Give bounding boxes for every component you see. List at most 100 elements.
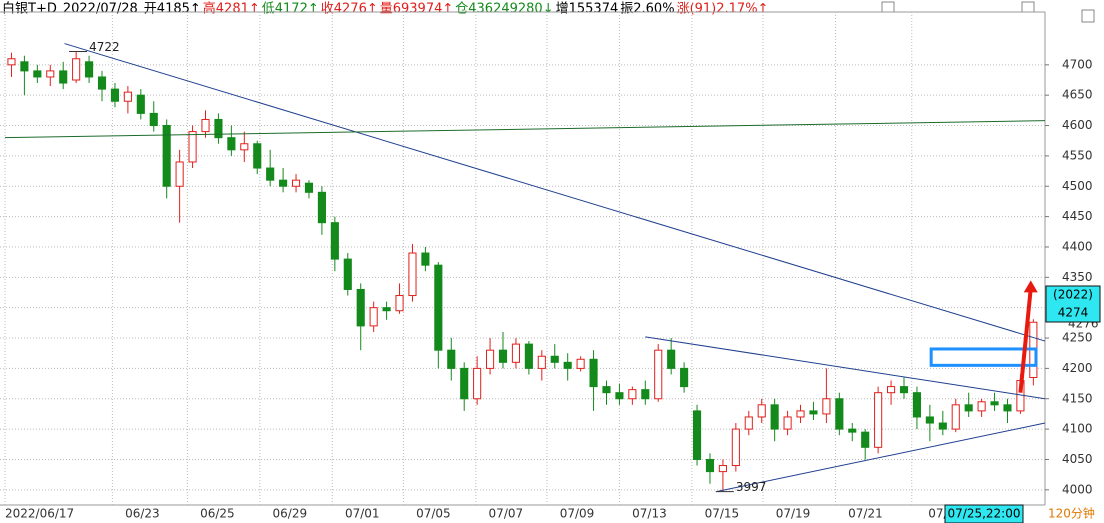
y-tick-label: 4500 bbox=[1062, 179, 1093, 193]
candle-body bbox=[473, 367, 482, 400]
axes: 4000405041004150420042504300435044004450… bbox=[5, 57, 1101, 523]
candle-body bbox=[20, 61, 29, 72]
candle-body bbox=[188, 131, 197, 163]
candle-body bbox=[227, 137, 236, 151]
candle-body bbox=[667, 349, 676, 369]
candle-body bbox=[123, 91, 132, 102]
candle-body bbox=[291, 179, 301, 187]
candle-body bbox=[266, 167, 275, 181]
candle-body bbox=[964, 404, 973, 412]
x-tick-label: 07/19 bbox=[776, 507, 811, 521]
y-tick-label: 4100 bbox=[1062, 422, 1093, 436]
header-item: 开4185↑ bbox=[144, 2, 201, 17]
header-item: 涨(91)2.17%↑ bbox=[677, 2, 769, 17]
candle-body bbox=[692, 410, 702, 460]
y-tick-label: 4050 bbox=[1062, 452, 1093, 466]
candle-body bbox=[537, 355, 546, 369]
candle-body bbox=[46, 70, 55, 78]
header-item: 收4276↑ bbox=[321, 2, 378, 17]
candle-body bbox=[718, 465, 727, 473]
candle-body bbox=[938, 422, 947, 430]
candle-body bbox=[447, 349, 456, 369]
candle-body bbox=[162, 125, 171, 187]
plot: 4722 3997 bbox=[4, 40, 1046, 494]
candle-body bbox=[460, 367, 469, 400]
price-box-line: (2022) bbox=[1053, 288, 1093, 302]
x-tick-label: 07/15 bbox=[705, 507, 740, 521]
x-tick-label: 07/09 bbox=[560, 507, 595, 521]
candle-body bbox=[899, 386, 909, 394]
candle-body bbox=[861, 431, 870, 448]
candle-body bbox=[304, 182, 314, 193]
candle-body bbox=[977, 401, 986, 412]
grid bbox=[0, 12, 1045, 505]
y-tick-label: 4200 bbox=[1062, 361, 1093, 375]
y-tick-label: 4400 bbox=[1062, 239, 1093, 253]
header-item: 2022/07/28 bbox=[63, 2, 138, 17]
candle-body bbox=[576, 358, 585, 369]
header: 白银T+D 2022/07/28 开4185↑ 高4281↑ 低4172↑ 收4276↑ 量… bbox=[2, 1, 768, 17]
candle-body bbox=[59, 70, 68, 84]
header-item: 振2.60% bbox=[620, 2, 674, 17]
y-tick-label: 4550 bbox=[1062, 148, 1093, 162]
candle-body bbox=[356, 288, 365, 327]
candle-body bbox=[421, 252, 430, 266]
header-item: 量693974↑ bbox=[380, 2, 454, 17]
candle-body bbox=[343, 258, 352, 290]
candle-body bbox=[317, 191, 326, 224]
candle-body bbox=[705, 458, 715, 473]
y-tick-label: 4150 bbox=[1062, 391, 1093, 405]
candle-body bbox=[912, 392, 921, 418]
candle-body bbox=[641, 389, 650, 400]
candle-body bbox=[382, 307, 391, 312]
trend-line bbox=[645, 336, 1046, 400]
candle-body bbox=[848, 428, 857, 433]
candle-body bbox=[408, 252, 417, 297]
candle-body bbox=[7, 58, 16, 66]
y-tick-label: 4000 bbox=[1062, 482, 1093, 496]
candle-body bbox=[524, 343, 533, 369]
price-box bbox=[1045, 285, 1101, 323]
header-item: 增155374 bbox=[556, 2, 619, 17]
x-tick-label: 06/23 bbox=[125, 507, 160, 521]
x-tick-label: 07/07 bbox=[489, 507, 524, 521]
candle-body bbox=[731, 428, 740, 467]
x-tick-label: 07/01 bbox=[345, 507, 380, 521]
candle-body bbox=[783, 416, 792, 430]
candle-body bbox=[136, 94, 145, 114]
candle-body bbox=[110, 88, 120, 102]
x-tick-label: 07/13 bbox=[632, 507, 667, 521]
candle-body bbox=[511, 343, 521, 363]
candle-body bbox=[72, 58, 81, 81]
cursor-time: 07/25,22:00 bbox=[948, 507, 1021, 521]
header-item: 仓436249280↓ bbox=[455, 2, 553, 17]
candle-body bbox=[628, 389, 637, 400]
candle-body bbox=[434, 264, 443, 351]
price-box-line: 4274 bbox=[1058, 306, 1089, 320]
candle-body bbox=[498, 349, 508, 363]
candle-body bbox=[990, 401, 999, 406]
annotation: 3997 bbox=[736, 480, 767, 494]
icon[interactable] bbox=[1081, 9, 1095, 23]
candle-body bbox=[874, 392, 883, 448]
candle-body bbox=[887, 386, 896, 394]
candle-body bbox=[240, 143, 249, 151]
candle-body bbox=[550, 355, 559, 363]
candle-body bbox=[757, 404, 766, 418]
candle-body bbox=[589, 358, 598, 388]
candle-body bbox=[97, 76, 107, 90]
candle-body bbox=[279, 179, 288, 187]
candle-body bbox=[330, 222, 339, 260]
candle-body bbox=[486, 349, 495, 369]
candle-body bbox=[770, 404, 779, 430]
annotation: 4722 bbox=[89, 40, 120, 54]
candle-body bbox=[951, 404, 960, 430]
candle-body bbox=[395, 295, 404, 312]
y-tick-label: 4650 bbox=[1062, 88, 1093, 102]
candle-body bbox=[822, 398, 831, 415]
trend-line bbox=[4, 120, 1046, 139]
x-tick-label: 07/21 bbox=[848, 507, 883, 521]
y-tick-label: 4350 bbox=[1062, 270, 1093, 284]
